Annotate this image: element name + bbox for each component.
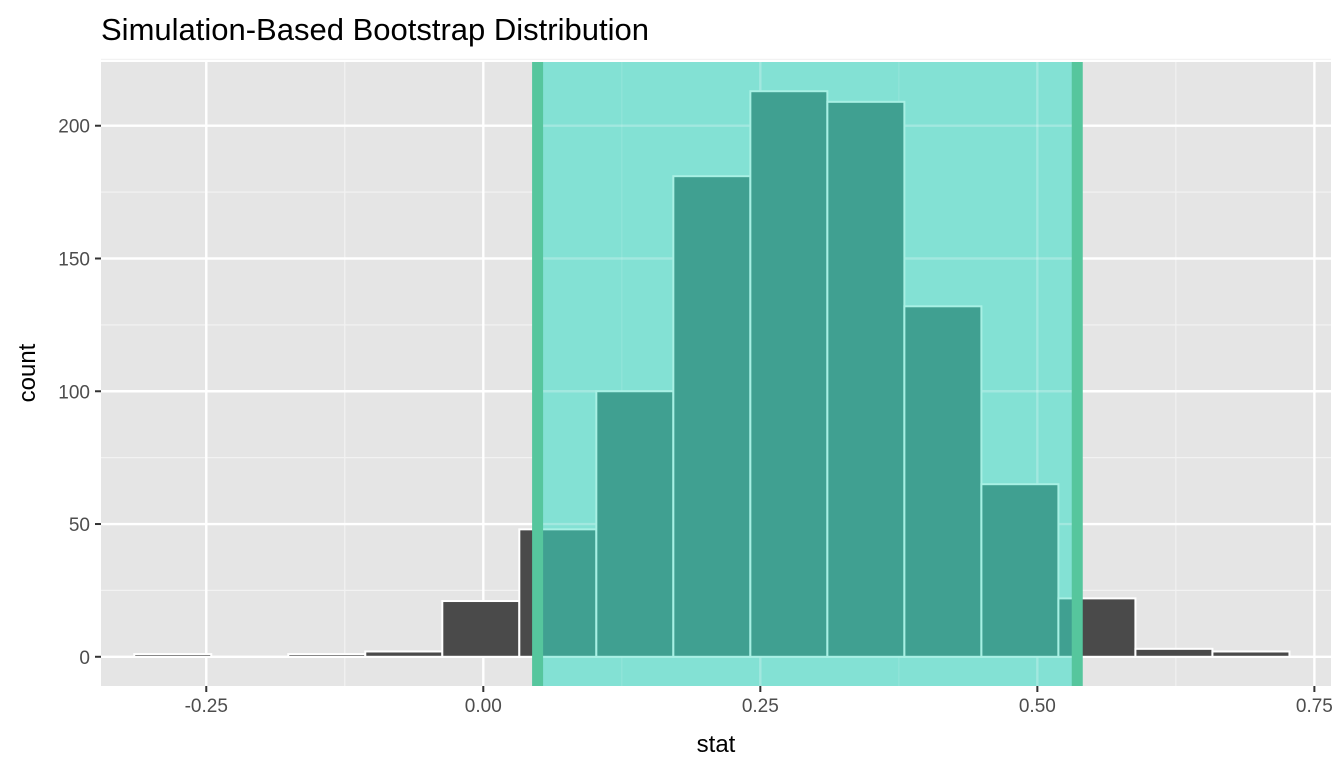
confidence-interval-shading: [532, 62, 1083, 686]
ci-histogram-bar: [537, 528, 598, 658]
y-tick-label: 200: [58, 117, 90, 138]
x-tick-label: 0.00: [465, 696, 502, 717]
ci-highlighted-bars: [537, 62, 1078, 686]
chart-title: Simulation-Based Bootstrap Distribution: [101, 12, 649, 47]
y-tick-label: 100: [58, 382, 90, 403]
y-axis-title: count: [14, 343, 41, 402]
ci-histogram-bar: [749, 90, 829, 658]
y-axis-ticks: 0 50 100 150 200: [58, 117, 101, 669]
y-tick-label: 0: [79, 648, 90, 669]
ci-histogram-bar: [826, 100, 906, 658]
x-tick-label: -0.25: [185, 696, 228, 717]
ci-histogram-bar: [903, 305, 983, 658]
histogram-bar: [1211, 650, 1291, 658]
x-tick-label: 0.75: [1296, 696, 1333, 717]
histogram-bar: [1134, 647, 1214, 658]
y-tick-label: 150: [58, 249, 90, 270]
histogram-bar: [133, 653, 213, 658]
ci-histogram-bar: [595, 390, 675, 658]
x-tick-label: 0.50: [1019, 696, 1056, 717]
x-tick-label: 0.25: [742, 696, 779, 717]
ci-histogram-bar: [980, 483, 1060, 658]
y-tick-label: 50: [69, 515, 90, 536]
histogram-bar: [364, 650, 444, 658]
x-axis-ticks: -0.25 0.00 0.25 0.50 0.75: [185, 686, 1333, 717]
histogram-bar: [441, 600, 521, 658]
histogram-bar: [287, 653, 367, 658]
x-axis-title: stat: [697, 731, 736, 758]
ci-histogram-bar: [672, 175, 752, 658]
